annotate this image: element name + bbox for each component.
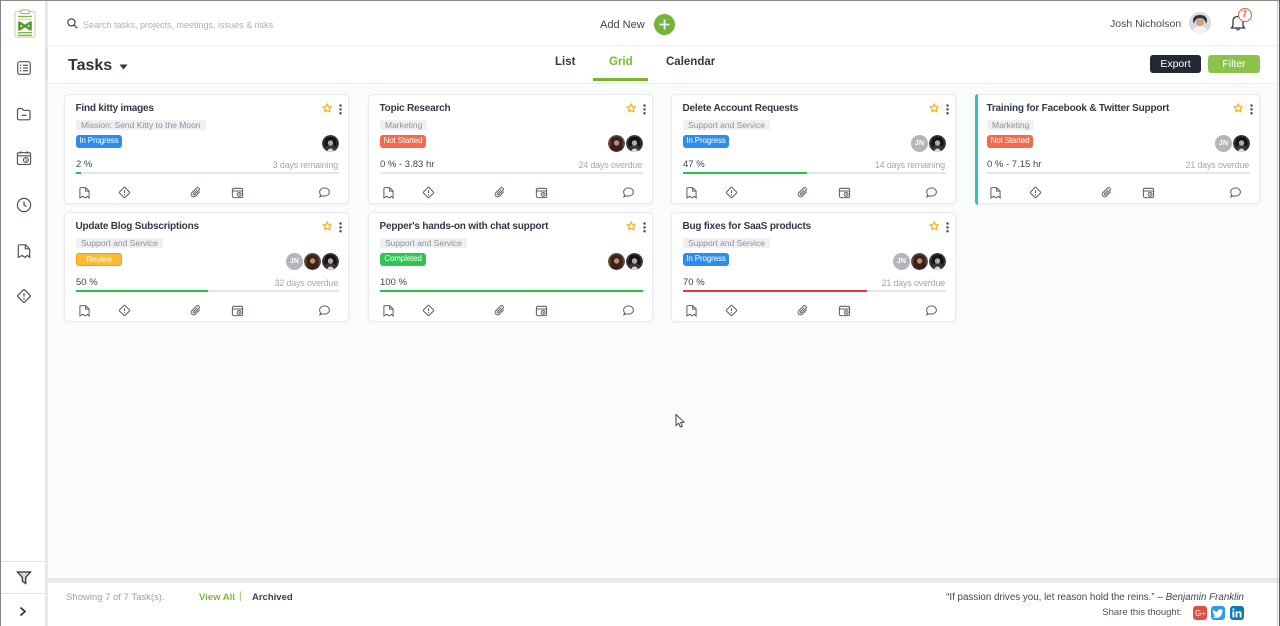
svg-text:G+: G+ <box>1195 609 1206 618</box>
